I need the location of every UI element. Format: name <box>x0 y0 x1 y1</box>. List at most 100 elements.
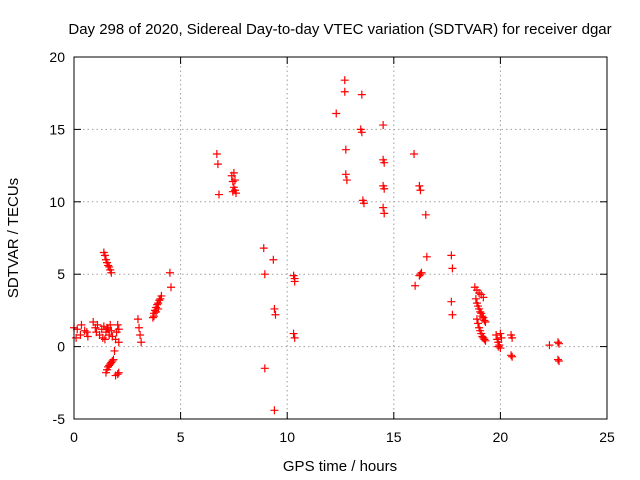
data-point <box>497 333 506 342</box>
data-point <box>421 210 430 219</box>
x-tick-label: 0 <box>70 429 78 445</box>
data-point <box>153 300 162 309</box>
data-point <box>260 364 269 373</box>
data-point <box>471 294 480 303</box>
data-point <box>214 190 223 199</box>
data-point <box>416 186 425 195</box>
data-point <box>380 184 389 193</box>
data-point <box>379 121 388 130</box>
data-point <box>476 307 485 316</box>
data-point <box>508 352 517 361</box>
data-point <box>113 370 122 379</box>
data-point <box>448 310 457 319</box>
data-point <box>259 244 268 253</box>
data-point <box>507 351 516 360</box>
data-point <box>474 319 483 328</box>
data-point <box>100 251 109 260</box>
data-point <box>359 199 368 208</box>
data-point <box>76 331 85 340</box>
data-point <box>108 357 117 366</box>
data-point <box>422 252 431 261</box>
data-point <box>380 158 389 167</box>
data-point <box>447 297 456 306</box>
data-point <box>148 313 157 322</box>
data-point <box>410 150 419 159</box>
data-point <box>167 283 176 292</box>
data-point <box>228 187 237 196</box>
data-point <box>492 331 501 340</box>
data-point <box>270 304 279 313</box>
x-tick-label: 15 <box>386 429 402 445</box>
data-point <box>107 268 116 277</box>
data-point <box>341 170 350 179</box>
x-tick-label: 10 <box>279 429 295 445</box>
y-tick-label: 5 <box>57 266 65 282</box>
data-point <box>472 315 481 324</box>
data-point <box>553 355 562 364</box>
data-point <box>380 209 389 218</box>
data-point <box>114 368 123 377</box>
data-point <box>481 336 490 345</box>
data-point <box>113 320 122 329</box>
data-point <box>555 339 564 348</box>
data-point <box>133 315 142 324</box>
data-point <box>290 333 299 342</box>
data-point <box>357 90 366 99</box>
data-point <box>340 76 349 85</box>
data-point <box>270 406 279 415</box>
data-point <box>480 316 489 325</box>
data-point <box>155 296 164 305</box>
data-point <box>82 328 91 337</box>
data-point <box>89 317 98 326</box>
data-point <box>213 160 222 169</box>
data-point <box>136 331 145 340</box>
data-point <box>289 329 298 338</box>
y-tick-label: 20 <box>49 49 65 65</box>
data-point <box>135 323 144 332</box>
y-axis-label: SDTVAR / TECUs <box>5 178 22 298</box>
chart-title: Day 298 of 2020, Sidereal Day-to-day VTE… <box>68 21 611 38</box>
data-point <box>73 325 82 334</box>
data-point <box>357 128 366 137</box>
data-point <box>478 312 487 321</box>
y-tick-label: 10 <box>49 194 65 210</box>
data-point <box>341 145 350 154</box>
data-point <box>107 326 116 335</box>
x-tick-label: 5 <box>177 429 185 445</box>
plot-frame <box>73 56 608 420</box>
data-point <box>77 320 86 329</box>
data-point <box>290 277 299 286</box>
data-point <box>332 109 341 118</box>
y-tick-label: 15 <box>49 121 65 137</box>
data-point <box>260 270 269 279</box>
data-points <box>70 76 564 415</box>
data-point <box>545 341 554 350</box>
data-point <box>508 333 517 342</box>
data-point <box>229 168 238 177</box>
data-point <box>342 176 351 185</box>
data-point <box>340 87 349 96</box>
data-point <box>114 325 123 334</box>
data-point <box>157 291 166 300</box>
data-point <box>269 255 278 264</box>
data-point <box>154 304 163 313</box>
y-tick-label: -5 <box>53 411 66 427</box>
data-point <box>379 203 388 212</box>
x-axis-label: GPS time / hours <box>283 458 397 475</box>
data-point <box>555 357 564 366</box>
data-point <box>110 346 119 355</box>
data-point <box>417 268 426 277</box>
data-point <box>93 320 102 329</box>
grid-lines <box>74 57 607 419</box>
data-point <box>496 329 505 338</box>
data-point <box>114 338 123 347</box>
data-point <box>496 344 505 353</box>
data-point <box>415 181 424 190</box>
data-point <box>480 335 489 344</box>
data-point <box>104 261 113 270</box>
data-point <box>72 333 81 342</box>
data-point <box>271 310 280 319</box>
data-point <box>447 251 456 260</box>
